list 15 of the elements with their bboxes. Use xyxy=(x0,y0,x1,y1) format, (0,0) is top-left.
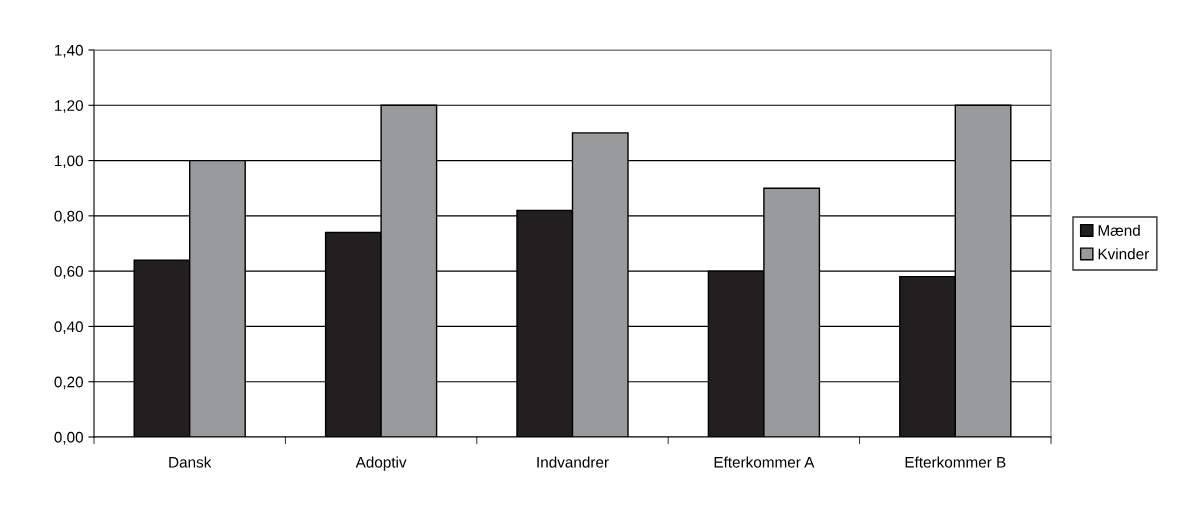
x-tick-label: Indvandrer xyxy=(537,456,609,468)
legend-label: Mænd xyxy=(1098,224,1140,236)
y-tick-label: 0,20 xyxy=(54,376,83,390)
y-tick-label: 0,80 xyxy=(54,210,83,224)
y-tick-label: 1,20 xyxy=(55,100,83,113)
x-tick-label: Efterkommer B xyxy=(905,456,1006,468)
x-tick-label: Dansk xyxy=(169,456,212,468)
y-tick-label: 0,40 xyxy=(54,321,83,334)
y-tick-label: 0,60 xyxy=(54,266,83,279)
y-tick-label: 0,00 xyxy=(54,431,83,445)
y-tick-label: 1,40 xyxy=(55,44,83,58)
x-tick-label: Efterkommer A xyxy=(714,456,815,468)
x-tick-label: Adoptiv xyxy=(355,456,407,471)
y-tick-label: 1,00 xyxy=(55,155,83,169)
legend-label: Kvinder xyxy=(1098,248,1149,260)
